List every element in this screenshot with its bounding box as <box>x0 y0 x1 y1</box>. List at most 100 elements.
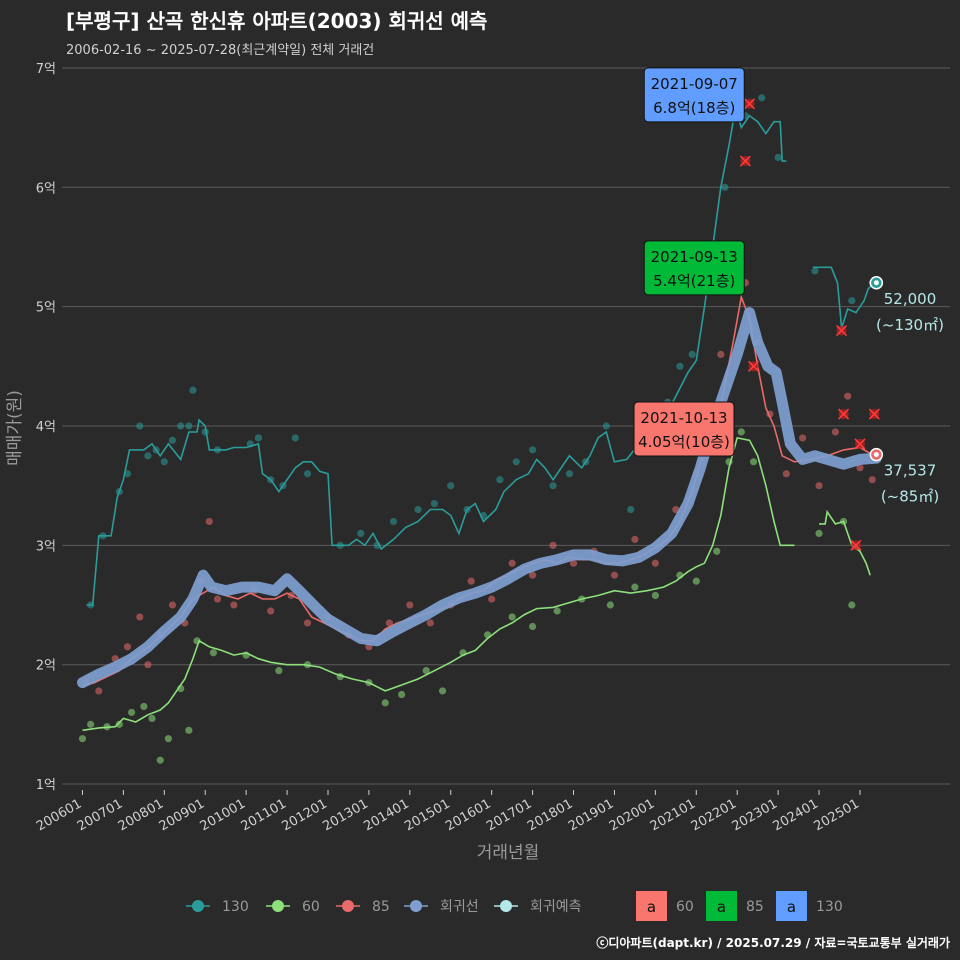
data-point-85 <box>304 619 311 626</box>
data-point-60 <box>157 757 164 764</box>
data-point-130 <box>189 387 196 394</box>
forecast-value-label: 52,000 <box>884 290 937 308</box>
chart-subtitle: 2006-02-16 ~ 2025-07-28(최근계약일) 전체 거래건 <box>66 43 374 58</box>
y-tick-label: 5억 <box>36 301 56 316</box>
data-point-60 <box>398 691 405 698</box>
y-axis-label: 매매가(원) <box>5 390 25 466</box>
data-point-85 <box>427 619 434 626</box>
legend-label: 60 <box>302 899 320 915</box>
legend-box-glyph: a <box>647 898 656 916</box>
data-point-85 <box>144 661 151 668</box>
data-point-85 <box>783 470 790 477</box>
data-point-130 <box>185 422 192 429</box>
y-tick-label: 1억 <box>36 778 56 793</box>
data-point-85 <box>631 536 638 543</box>
data-point-85 <box>169 601 176 608</box>
data-point-60 <box>79 735 86 742</box>
data-point-85 <box>136 613 143 620</box>
data-point-85 <box>815 482 822 489</box>
data-point-60 <box>815 530 822 537</box>
data-point-130 <box>676 363 683 370</box>
data-point-130 <box>414 506 421 513</box>
legend-marker-60 <box>272 900 284 912</box>
legend-marker-회귀선 <box>410 900 422 912</box>
legend-label: 회귀예측 <box>530 899 582 915</box>
data-point-60 <box>713 548 720 555</box>
data-point-60 <box>554 607 561 614</box>
data-point-130 <box>255 434 262 441</box>
data-point-130 <box>177 422 184 429</box>
data-point-85 <box>468 578 475 585</box>
data-point-85 <box>832 428 839 435</box>
data-point-60 <box>750 458 757 465</box>
data-point-60 <box>509 613 516 620</box>
legend-label: 130 <box>222 899 249 915</box>
data-point-130 <box>161 458 168 465</box>
data-point-130 <box>848 297 855 304</box>
data-point-60 <box>210 649 217 656</box>
data-point-60 <box>275 667 282 674</box>
forecast-area-label: (~130㎡) <box>876 316 944 334</box>
legend-marker-회귀예측 <box>500 900 512 912</box>
data-point-85 <box>652 560 659 567</box>
data-point-130 <box>390 518 397 525</box>
data-point-85 <box>509 560 516 567</box>
legend-marker-85 <box>342 900 354 912</box>
data-point-130 <box>292 434 299 441</box>
annotation-date: 2021-09-13 <box>651 248 738 266</box>
data-point-130 <box>689 351 696 358</box>
data-point-85 <box>124 643 131 650</box>
data-point-130 <box>136 422 143 429</box>
data-point-130 <box>529 446 536 453</box>
forecast-value-label: 37,537 <box>884 462 937 480</box>
data-point-60 <box>148 715 155 722</box>
data-point-130 <box>549 482 556 489</box>
data-point-130 <box>758 94 765 101</box>
data-point-130 <box>566 470 573 477</box>
x-axis-label: 거래년월 <box>477 843 540 863</box>
legend-marker-130 <box>192 900 204 912</box>
legend-label: 85 <box>372 899 390 915</box>
forecast-point-core <box>874 452 879 457</box>
data-point-85 <box>611 572 618 579</box>
annotation-date: 2021-09-07 <box>651 75 738 93</box>
caption: ⓒ디아파트(dapt.kr) / 2025.07.29 / 자료=국토교통부 실… <box>596 935 950 950</box>
data-point-85 <box>206 518 213 525</box>
data-point-60 <box>631 584 638 591</box>
data-point-85 <box>869 476 876 483</box>
data-point-130 <box>627 506 634 513</box>
data-point-130 <box>775 154 782 161</box>
legend-box-label: 85 <box>746 899 764 915</box>
legend-box-glyph: a <box>787 898 796 916</box>
y-tick-label: 4억 <box>36 420 56 435</box>
data-point-60 <box>529 623 536 630</box>
y-tick-label: 6억 <box>36 181 56 196</box>
data-point-130 <box>357 530 364 537</box>
y-tick-label: 7억 <box>36 62 56 77</box>
legend-box-label: 130 <box>816 899 843 915</box>
data-point-85 <box>214 595 221 602</box>
data-point-130 <box>513 458 520 465</box>
y-tick-label: 3억 <box>36 539 56 554</box>
legend-box-label: 60 <box>676 899 694 915</box>
data-point-85 <box>267 607 274 614</box>
data-point-85 <box>717 351 724 358</box>
data-point-85 <box>549 542 556 549</box>
data-point-130 <box>496 476 503 483</box>
data-point-60 <box>140 703 147 710</box>
data-point-60 <box>848 601 855 608</box>
data-point-130 <box>431 500 438 507</box>
data-point-130 <box>144 452 151 459</box>
data-point-85 <box>488 595 495 602</box>
annotation-price: 5.4억(21층) <box>653 272 735 290</box>
chart: [부평구] 산곡 한신휴 아파트(2003) 회귀선 예측 2006-02-16… <box>0 0 960 960</box>
data-point-130 <box>603 422 610 429</box>
forecast-point-core <box>874 280 879 285</box>
data-point-60 <box>439 687 446 694</box>
data-point-130 <box>447 482 454 489</box>
data-point-60 <box>87 721 94 728</box>
data-point-130 <box>721 184 728 191</box>
data-point-130 <box>304 470 311 477</box>
data-point-60 <box>165 735 172 742</box>
data-point-130 <box>169 437 176 444</box>
